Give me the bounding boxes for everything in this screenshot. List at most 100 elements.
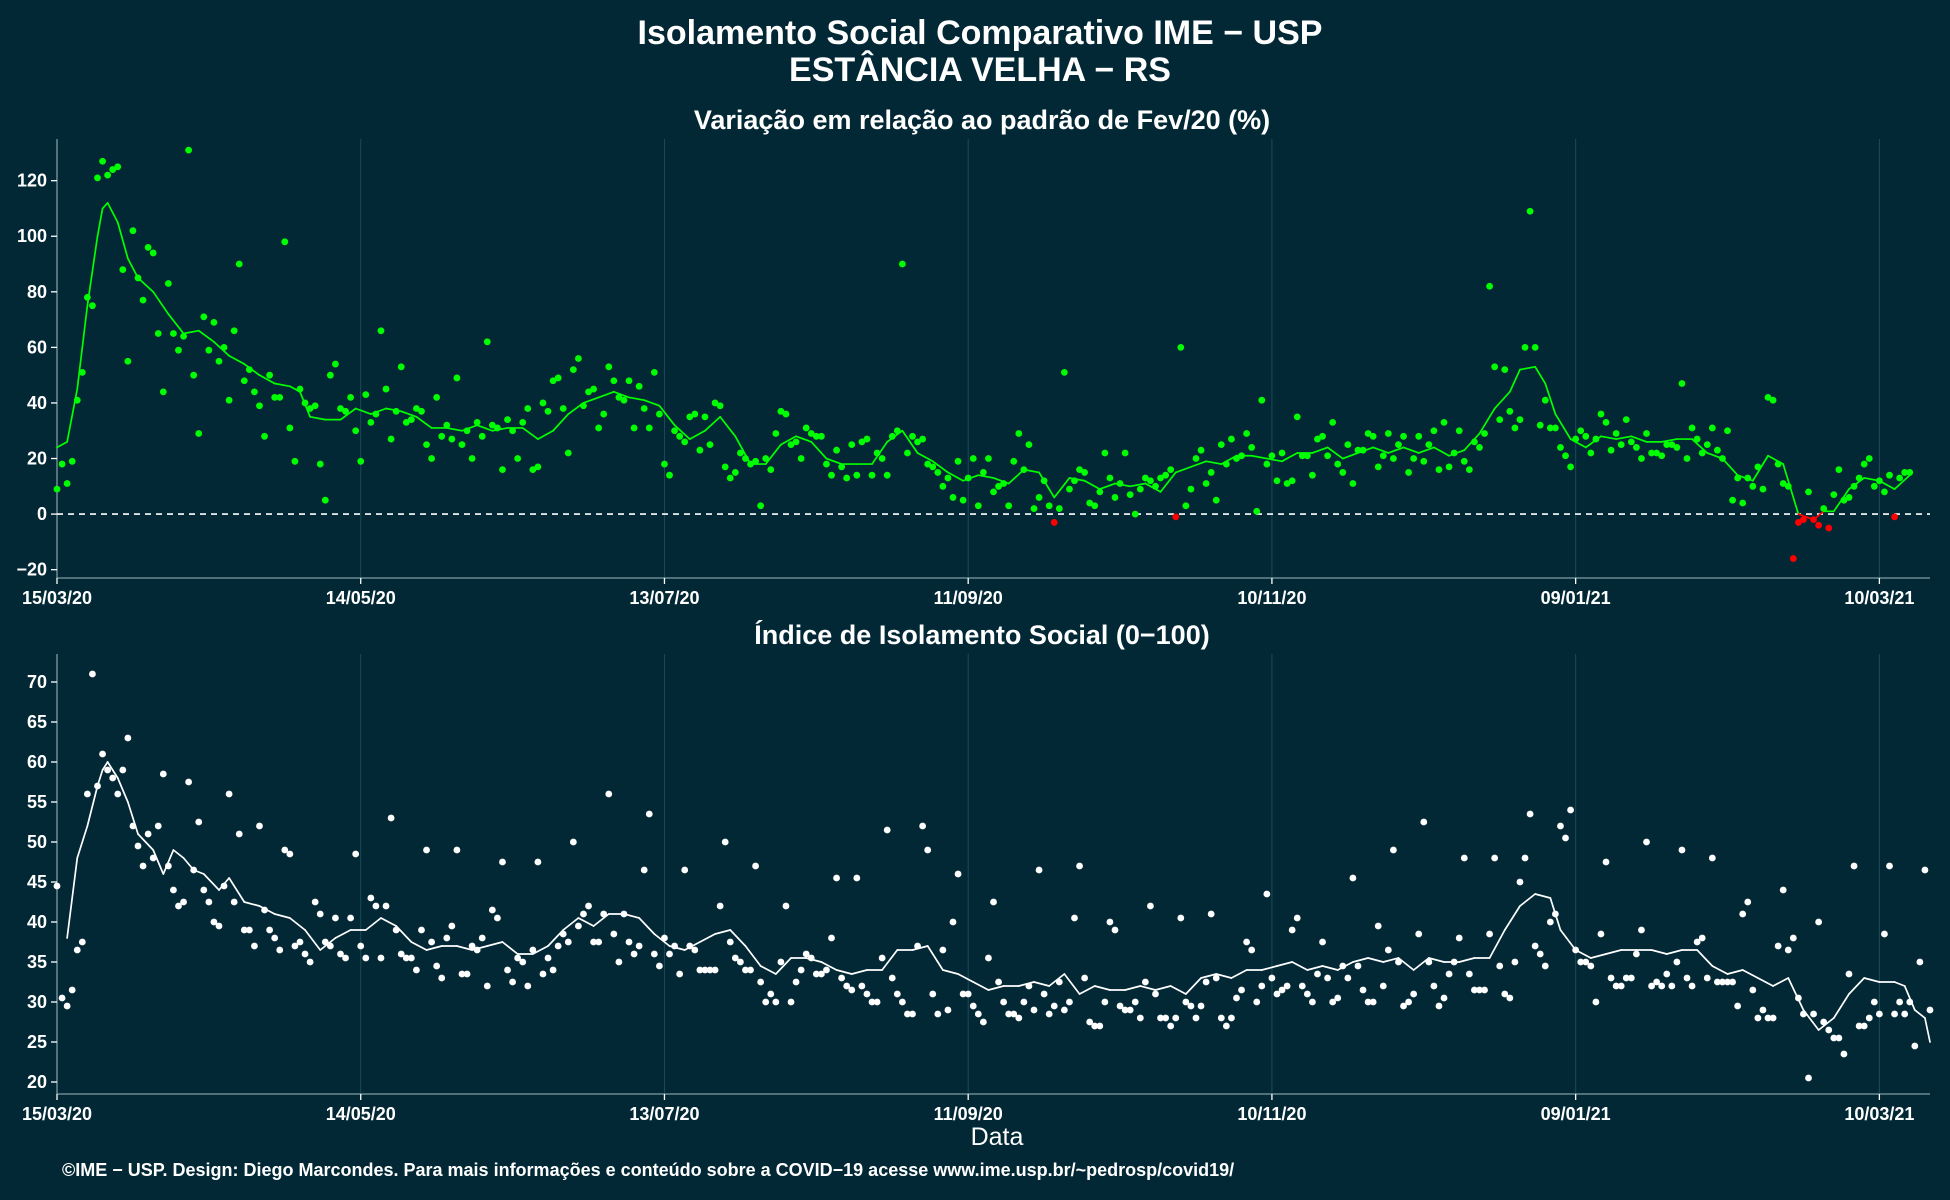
trend-segment	[1913, 1009, 1926, 1019]
data-point	[1607, 446, 1615, 454]
data-point	[1688, 424, 1696, 432]
trend-segment	[1336, 961, 1354, 971]
trend-segment	[521, 427, 539, 440]
data-point	[762, 998, 770, 1006]
data-point	[1314, 435, 1321, 443]
data-point	[1207, 910, 1215, 918]
data-point	[1081, 974, 1089, 982]
data-point	[362, 954, 370, 962]
data-point	[1303, 452, 1311, 460]
data-point	[549, 966, 557, 974]
trend-segment	[886, 429, 904, 443]
trend-segment	[364, 917, 382, 931]
data-point	[995, 978, 1002, 986]
trend-segment	[1063, 973, 1081, 995]
data-point	[772, 430, 780, 437]
data-point	[554, 374, 562, 382]
panel2-title: Índice de Isolamento Social (0−100)	[754, 619, 1209, 650]
data-point	[296, 938, 304, 946]
trend-segment	[729, 929, 747, 947]
trend-segment	[1326, 446, 1344, 460]
data-point	[397, 950, 405, 958]
trend-segment	[668, 945, 686, 951]
data-point	[382, 385, 390, 393]
trend-segment	[1250, 454, 1268, 460]
data-point	[1364, 998, 1372, 1006]
data-point	[494, 914, 501, 922]
trend-segment	[1757, 977, 1774, 987]
data-point	[777, 958, 785, 966]
data-point	[1881, 930, 1888, 938]
data-point	[1496, 416, 1504, 424]
trend-segment	[471, 945, 489, 951]
data-point	[1207, 469, 1215, 476]
data-point	[1810, 1010, 1817, 1018]
data-point	[230, 327, 238, 335]
data-point	[109, 774, 117, 782]
x-tick-label: 10/11/20	[1237, 1104, 1306, 1124]
data-point	[807, 430, 815, 437]
data-point	[1197, 1002, 1205, 1010]
trend-segment	[1402, 446, 1420, 454]
data-point	[1648, 449, 1655, 457]
trend-segment	[1711, 965, 1729, 975]
data-point	[1379, 452, 1387, 460]
trend-segment	[1615, 435, 1633, 440]
data-point	[1739, 910, 1747, 918]
data-point	[1400, 1002, 1407, 1010]
trend-segment	[704, 415, 721, 432]
data-point	[1678, 846, 1686, 854]
data-point	[159, 388, 167, 396]
data-point	[742, 966, 749, 974]
data-point	[514, 455, 522, 462]
data-point	[1268, 452, 1276, 460]
data-point	[1005, 1010, 1013, 1018]
trend-segment	[1503, 905, 1521, 931]
x-axis-label: Data	[971, 1123, 1024, 1151]
data-point	[286, 424, 294, 432]
data-point	[281, 846, 289, 854]
data-point	[1724, 978, 1731, 986]
data-point	[1329, 998, 1337, 1006]
data-point	[1005, 502, 1013, 510]
data-point	[1653, 978, 1661, 986]
data-point	[311, 402, 319, 410]
trend-segment	[926, 945, 944, 971]
data-point	[1734, 1002, 1742, 1010]
data-point	[731, 469, 739, 476]
trend-segment	[106, 202, 119, 224]
data-point	[1055, 505, 1063, 512]
data-point	[1248, 946, 1256, 954]
data-point	[1749, 482, 1757, 490]
x-tick-label: 14/05/20	[326, 588, 396, 608]
trend-segment	[1038, 471, 1056, 499]
data-point	[671, 427, 678, 435]
data-point	[585, 388, 592, 396]
data-point	[1420, 457, 1428, 465]
data-point	[342, 954, 349, 962]
data-point	[397, 363, 405, 371]
trend-segment	[415, 415, 433, 429]
data-point	[767, 990, 775, 998]
data-point	[1131, 998, 1139, 1006]
trend-segment	[461, 424, 479, 432]
trend-segment	[688, 429, 706, 440]
data-point	[195, 818, 203, 826]
trend-segment	[1341, 452, 1359, 460]
y-tick-label: 100	[17, 226, 47, 246]
x-tick-label: 13/07/20	[629, 1104, 699, 1124]
trend-segment	[612, 390, 630, 399]
data-point	[979, 1018, 987, 1026]
data-point	[929, 990, 937, 998]
trend-segment	[987, 985, 1005, 991]
data-point	[1643, 838, 1650, 846]
data-point	[1157, 1014, 1164, 1022]
x-tick-label: 09/01/21	[1541, 1104, 1611, 1124]
data-point	[969, 1002, 977, 1010]
data-point	[1390, 455, 1397, 462]
data-point	[377, 327, 385, 335]
data-point	[1531, 942, 1539, 950]
x-tick-label: 09/01/21	[1541, 588, 1611, 608]
data-point	[1638, 455, 1645, 462]
data-point	[1364, 430, 1372, 437]
